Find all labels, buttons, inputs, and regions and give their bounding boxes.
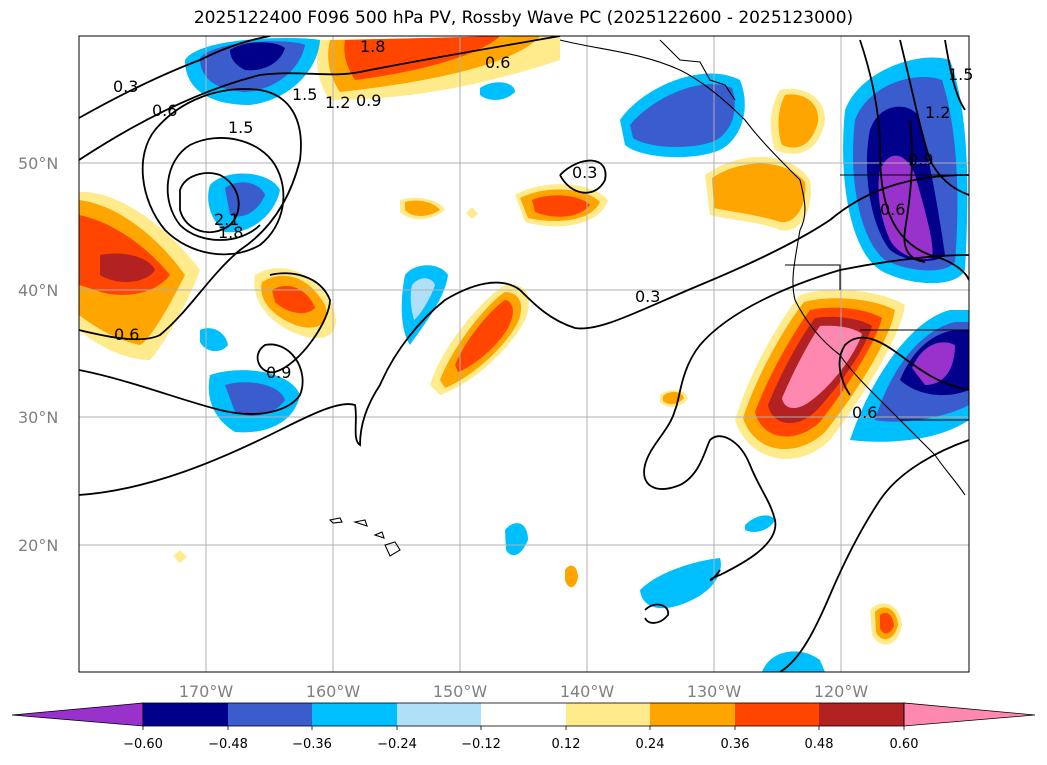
colorbar-extend-max	[903, 702, 1036, 727]
colorbar-tick-label: 0.24	[636, 737, 665, 752]
lon-label-170w: 170°W	[179, 682, 234, 701]
colorbar-tick-label: −0.60	[123, 737, 163, 752]
contour-label: 1.2	[925, 103, 950, 122]
contour-label: 0.9	[266, 363, 291, 382]
contour-label: 1.8	[218, 223, 243, 242]
lon-label-160w: 160°W	[306, 682, 361, 701]
colorbar-tick-marks	[142, 726, 905, 730]
colorbar-segment	[819, 703, 904, 726]
lat-label-40n: 40°N	[18, 281, 58, 300]
colorbar-segment	[312, 703, 397, 726]
contour-label: 0.6	[852, 403, 877, 422]
contour-label: 1.5	[228, 118, 253, 137]
lat-label-20n: 20°N	[18, 536, 58, 555]
colorbar-tick-label: 0.48	[805, 737, 834, 752]
map-frame	[78, 35, 970, 673]
contour-label: 1.5	[948, 65, 973, 84]
contour-label: 1.5	[292, 85, 317, 104]
lon-label-120w: 120°W	[814, 682, 869, 701]
colorbar-segment	[566, 703, 650, 726]
contour-label: 0.3	[113, 77, 138, 96]
contour-label: 0.9	[356, 91, 381, 110]
pv-contours	[79, 36, 969, 672]
contour-label: 1.8	[360, 37, 385, 56]
colorbar-segment	[228, 703, 312, 726]
colorbar-extend-min	[11, 702, 144, 727]
lon-label-130w: 130°W	[687, 682, 742, 701]
contour-label: 0.6	[152, 101, 177, 120]
contour-label: 1.2	[325, 93, 350, 112]
contour-label: 0.6	[114, 325, 139, 344]
lon-labels: 170°W 160°W 150°W 140°W 130°W 120°W	[179, 682, 869, 701]
colorbar-tick-label: 0.12	[552, 737, 581, 752]
contour-label: 0.6	[485, 53, 510, 72]
lon-label-150w: 150°W	[433, 682, 488, 701]
colorbar-segment	[735, 703, 819, 726]
colorbar-segment	[650, 703, 735, 726]
colorbar-tick-label: −0.48	[208, 737, 248, 752]
colorbar-tick-label: 0.60	[890, 737, 919, 752]
colorbar-segment	[397, 703, 481, 726]
contour-label: 0.3	[635, 287, 660, 306]
colorbar-tick-label: 0.36	[721, 737, 750, 752]
lon-label-140w: 140°W	[560, 682, 615, 701]
contour-label: 2.1	[214, 210, 239, 229]
lat-label-50n: 50°N	[18, 154, 58, 173]
colorbar-tick-label: −0.24	[377, 737, 417, 752]
contour-label: 0.6	[880, 200, 905, 219]
contour-label: 0.3	[572, 163, 597, 182]
colorbar-segment	[481, 703, 566, 726]
colorbar-tick-label: −0.36	[292, 737, 332, 752]
map-title: 2025122400 F096 500 hPa PV, Rossby Wave …	[193, 8, 854, 28]
colorbar-segment	[143, 703, 228, 726]
coastlines	[328, 39, 969, 557]
colorbar: −0.60 −0.48 −0.36 −0.24 −0.12 0.12 0.24 …	[11, 702, 1036, 752]
contour-label: 0.9	[908, 150, 933, 169]
colorbar-tick-label: −0.12	[461, 737, 501, 752]
lat-label-30n: 30°N	[18, 408, 58, 427]
contour-labels: 0.3 0.6 1.5 1.5 1.8 2.1 0.6 0.9 1.2 1.8 …	[113, 37, 973, 422]
pv-anomaly-field	[79, 36, 969, 672]
lat-labels: 50°N 40°N 30°N 20°N	[18, 154, 58, 555]
